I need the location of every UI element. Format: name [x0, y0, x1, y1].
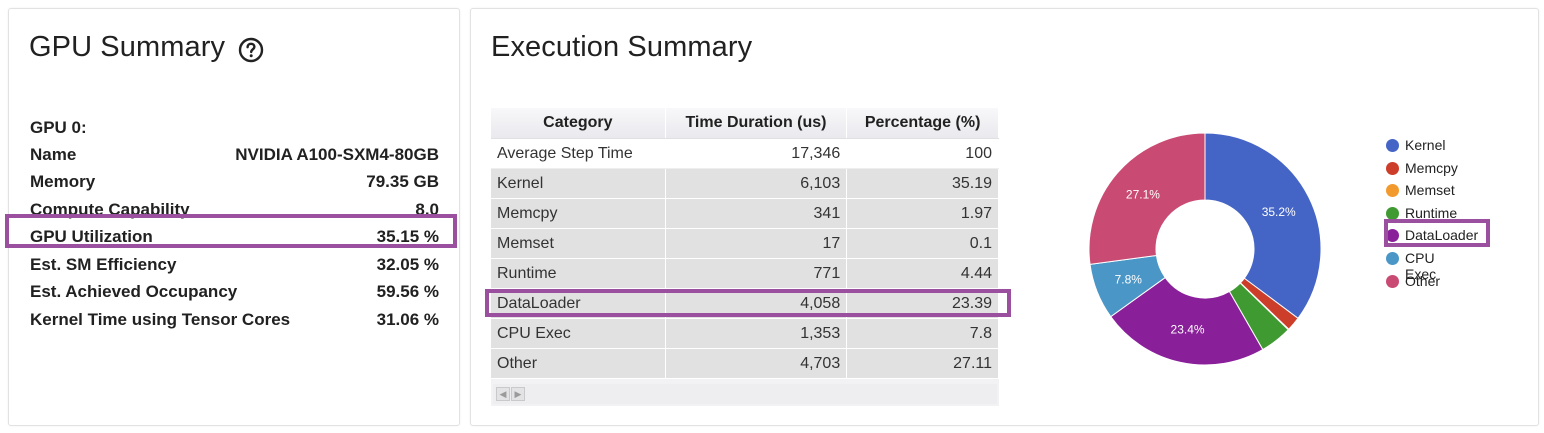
donut-slice-other[interactable] [1088, 132, 1206, 265]
scroll-right-icon[interactable]: ▶ [511, 387, 525, 401]
execution-donut-chart: 35.2% 23.4% 7.8% 27.1% [1088, 132, 1322, 366]
gpu-summary-card: GPU Summary GPU 0: Name NVIDIA A100-SXM4… [5, 8, 460, 426]
dataloader-legend-highlight [1384, 219, 1490, 247]
legend-swatch [1386, 274, 1399, 288]
gpu-info-value: 35.15 % [376, 227, 439, 246]
column-header-time-duration[interactable]: Time Duration (us) [665, 108, 848, 139]
table-cell-percentage: 1.97 [846, 198, 999, 229]
gpu-info-row-name: Name NVIDIA A100-SXM4-80GB [30, 141, 439, 168]
table-row: Memcpy 341 1.97 [491, 198, 999, 229]
table-cell-time: 17,346 [665, 138, 848, 169]
legend-label: Memset [1405, 182, 1455, 199]
table-cell-category: CPU Exec [491, 318, 666, 349]
gpu-utilization-highlight [5, 214, 457, 248]
table-cell-time: 341 [665, 198, 848, 229]
table-cell-percentage: 0.1 [846, 228, 999, 259]
gpu-info-row-achieved-occupancy: Est. Achieved Occupancy 59.56 % [30, 278, 439, 305]
table-cell-percentage: 4.44 [846, 258, 999, 289]
legend-label: Kernel [1405, 137, 1446, 153]
table-cell-category: Memset [491, 228, 666, 259]
gpu-id-row: GPU 0: [30, 114, 439, 141]
execution-summary-card: Execution Summary Category Time Duration… [470, 8, 1539, 426]
column-header-percentage[interactable]: Percentage (%) [846, 108, 999, 139]
donut-slice-kernel[interactable] [1204, 132, 1322, 319]
legend-swatch [1386, 251, 1399, 265]
table-cell-category: Runtime [491, 258, 666, 289]
gpu-info-key: Est. SM Efficiency [30, 255, 177, 274]
table-row: Other 4,703 27.11 [491, 348, 999, 379]
legend-swatch [1386, 206, 1399, 220]
donut-slice-label: 23.4% [1171, 323, 1205, 337]
table-row: Runtime 771 4.44 [491, 258, 999, 289]
donut-slice-label: 7.8% [1115, 272, 1143, 286]
donut-slice-label: 35.2% [1262, 205, 1296, 219]
gpu-info-row-sm-efficiency: Est. SM Efficiency 32.05 % [30, 251, 439, 278]
legend-swatch [1386, 161, 1399, 175]
table-cell-category: Kernel [491, 168, 666, 199]
legend-label: DataLoader [1405, 227, 1479, 244]
gpu-info-row-tensor-cores: Kernel Time using Tensor Cores 31.06 % [30, 306, 439, 333]
gpu-id-label: GPU 0: [30, 118, 87, 137]
table-cell-time: 17 [665, 228, 848, 259]
table-cell-time: 4,703 [665, 348, 848, 379]
legend-label: CPU Exec [1405, 249, 1437, 282]
table-row: CPU Exec 1,353 7.8 [491, 318, 999, 349]
gpu-info-key: GPU Utilization [30, 227, 153, 246]
legend-swatch [1386, 139, 1399, 152]
gpu-info-value: 31.06 % [376, 310, 439, 329]
table-cell-percentage: 35.19 [846, 168, 999, 199]
help-circle-icon[interactable] [238, 37, 264, 63]
table-cell-category: Other [491, 348, 666, 379]
donut-slice-dataloader[interactable] [1110, 276, 1264, 366]
table-cell-time: 771 [665, 258, 848, 289]
legend-label: Memcpy [1405, 159, 1458, 176]
execution-summary-title: Execution Summary [491, 31, 753, 63]
legend-label: Other [1405, 272, 1441, 289]
gpu-info-value: 32.05 % [376, 255, 439, 274]
table-header-row: Category Time Duration (us) Percentage (… [491, 108, 999, 139]
gpu-info-key: Memory [30, 172, 96, 191]
scroll-left-icon[interactable]: ◀ [496, 387, 510, 401]
gpu-info-row-utilization: GPU Utilization 35.15 % [30, 223, 439, 250]
table-row: Kernel 6,103 35.19 [491, 168, 999, 199]
execution-table: Category Time Duration (us) Percentage (… [491, 108, 999, 379]
gpu-info-key: Est. Achieved Occupancy [30, 282, 238, 301]
table-cell-percentage: 7.8 [846, 318, 999, 349]
gpu-summary-title: GPU Summary [29, 31, 226, 63]
table-cell-percentage: 27.11 [846, 348, 999, 379]
column-header-category[interactable]: Category [491, 108, 666, 139]
gpu-info-key: Kernel Time using Tensor Cores [30, 310, 291, 329]
table-cell-percentage: 100 [846, 138, 999, 169]
table-row: Average Step Time 17,346 100 [491, 138, 999, 169]
execution-table-container: Category Time Duration (us) Percentage (… [491, 108, 999, 406]
gpu-info-value: NVIDIA A100-SXM4-80GB [235, 145, 439, 164]
table-cell-category: Memcpy [491, 198, 666, 229]
table-horizontal-scrollbar[interactable]: ◀ ▶ [493, 384, 997, 404]
legend-label: Runtime [1405, 204, 1458, 221]
gpu-info-value: 79.35 GB [366, 172, 439, 191]
gpu-info-key: Name [30, 145, 77, 164]
legend-swatch [1386, 229, 1399, 243]
table-cell-time: 6,103 [665, 168, 848, 199]
gpu-info-value: 59.56 % [376, 282, 439, 301]
gpu-info-row-memory: Memory 79.35 GB [30, 168, 439, 195]
donut-slice-label: 27.1% [1126, 188, 1160, 202]
dataloader-row-highlight [485, 289, 1011, 317]
table-row: Memset 17 0.1 [491, 228, 999, 259]
legend-swatch [1386, 184, 1399, 198]
table-cell-time: 1,353 [665, 318, 848, 349]
table-cell-category: Average Step Time [491, 138, 666, 169]
